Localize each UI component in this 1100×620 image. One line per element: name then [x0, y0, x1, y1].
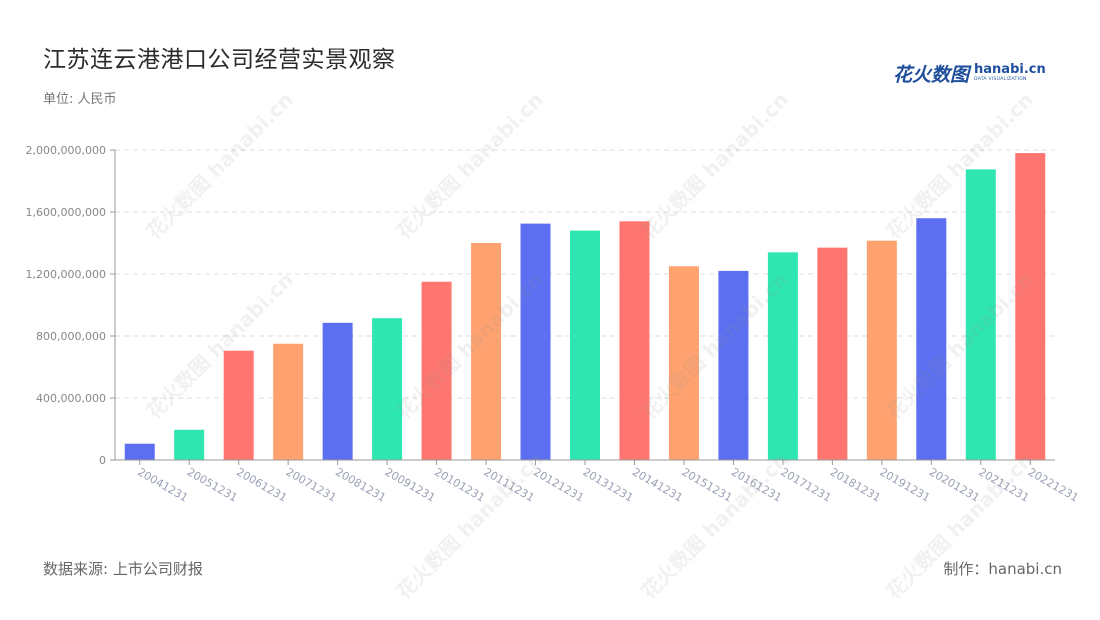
bar — [916, 218, 947, 460]
bar — [619, 221, 650, 460]
bar — [322, 322, 353, 460]
y-tick-label: 2,000,000,000 — [26, 144, 106, 157]
logo-en-text: hanabi.cn — [974, 62, 1046, 77]
bar — [1015, 153, 1046, 460]
bar — [718, 270, 749, 460]
x-tick-label: 20131231 — [581, 465, 636, 504]
chart-title: 江苏连云港港口公司经营实景观察 — [43, 47, 396, 73]
bar — [817, 247, 848, 460]
y-tick-label: 400,000,000 — [36, 392, 106, 405]
bar — [174, 429, 205, 460]
bar — [273, 343, 304, 460]
x-tick-label: 20211231 — [976, 465, 1031, 504]
bar — [866, 240, 897, 460]
x-tick-label: 20051231 — [185, 465, 240, 504]
bar-chart: 0 400,000,000 800,000,000 1,200,000,000 1,60… — [26, 144, 1081, 505]
x-tick-label: 20061231 — [234, 465, 289, 504]
bar — [668, 266, 699, 460]
bar — [223, 350, 254, 460]
credit-label: 制作：hanabi.cn — [943, 560, 1062, 578]
bar — [124, 443, 155, 460]
x-tick-label: 20091231 — [383, 465, 438, 504]
bar — [421, 281, 452, 460]
x-tick-label: 20161231 — [729, 465, 784, 504]
bar — [570, 230, 600, 460]
brand-logo: 花火数图 hanabi.cn DATA VISUALIZATION — [893, 60, 1046, 86]
x-tick-label: 20181231 — [828, 465, 883, 504]
logo-en-block: hanabi.cn DATA VISUALIZATION — [974, 63, 1046, 83]
x-tick-label: 20121231 — [531, 465, 586, 504]
bar — [471, 243, 502, 460]
y-tick-label: 1,200,000,000 — [26, 268, 106, 281]
x-tick-label: 20201231 — [927, 465, 982, 504]
logo-tagline: DATA VISUALIZATION — [974, 77, 1027, 82]
x-tick-label: 20041231 — [135, 465, 190, 504]
x-tick-label: 20171231 — [778, 465, 833, 504]
x-tick-label: 20111231 — [482, 465, 537, 504]
bar — [372, 318, 403, 460]
bar — [520, 223, 551, 460]
unit-label: 单位: 人民币 — [43, 92, 117, 107]
x-tick-label: 20141231 — [630, 465, 685, 504]
x-tick-label: 20081231 — [333, 465, 388, 504]
bar — [965, 169, 996, 460]
logo-cn-text: 花火数图 — [893, 63, 970, 86]
x-tick-label: 20101231 — [432, 465, 487, 504]
x-tick-label: 20221231 — [1026, 465, 1081, 504]
y-tick-label: 0 — [99, 454, 106, 467]
data-source: 数据来源: 上市公司财报 — [43, 560, 203, 578]
x-tick-label: 20071231 — [284, 465, 339, 504]
y-tick-label: 800,000,000 — [36, 330, 106, 343]
bar — [767, 252, 798, 460]
y-tick-label: 1,600,000,000 — [26, 206, 106, 219]
x-tick-label: 20151231 — [679, 465, 734, 504]
x-tick-label: 20191231 — [877, 465, 932, 504]
